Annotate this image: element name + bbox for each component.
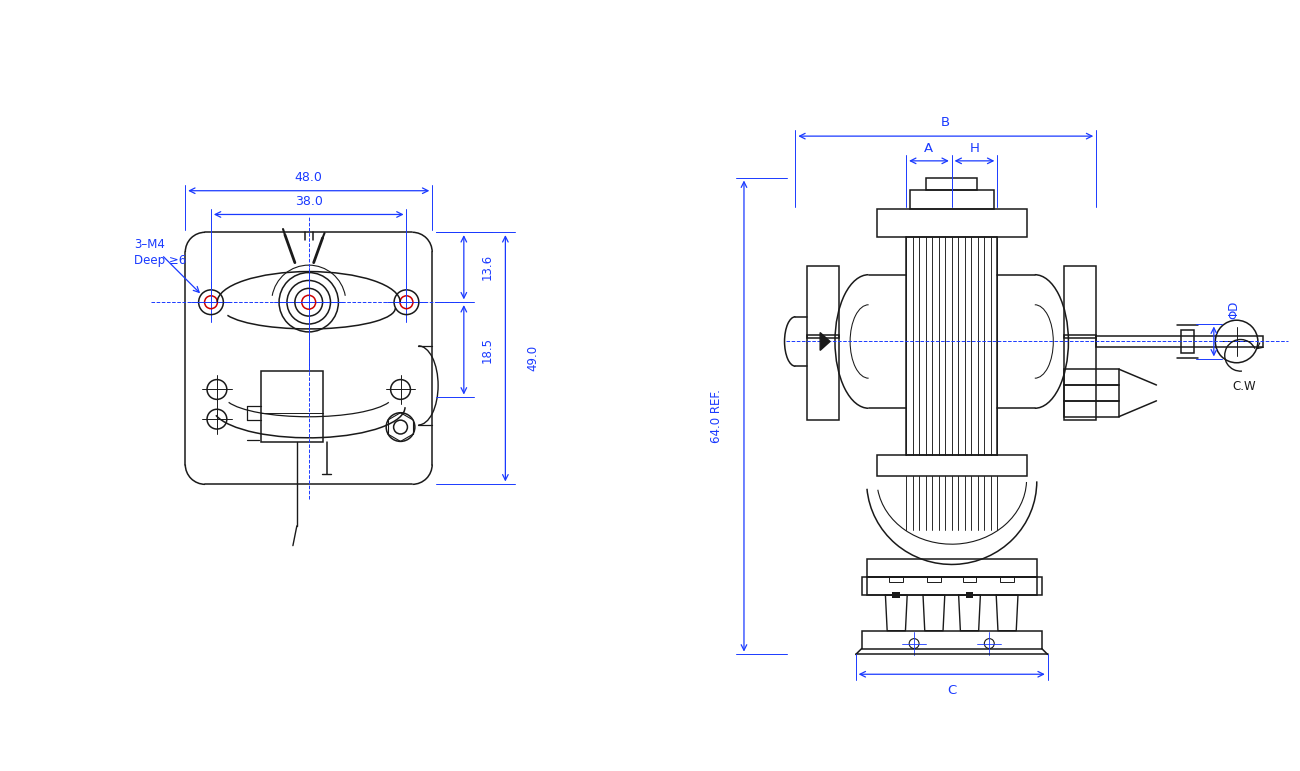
Bar — [867, 577, 1037, 595]
Bar — [1096, 336, 1264, 347]
Bar — [261, 371, 322, 442]
Polygon shape — [885, 595, 907, 631]
Polygon shape — [958, 595, 980, 631]
Text: 18.5: 18.5 — [481, 337, 494, 363]
Bar — [862, 631, 1041, 648]
Bar — [1065, 401, 1119, 416]
Bar — [807, 335, 838, 420]
Bar — [1065, 265, 1096, 338]
Bar — [966, 592, 974, 598]
Polygon shape — [820, 332, 829, 350]
Polygon shape — [996, 595, 1018, 631]
Text: C.W: C.W — [1232, 380, 1256, 393]
Bar — [1000, 577, 1014, 582]
Bar — [1065, 335, 1096, 420]
Text: 38.0: 38.0 — [295, 195, 322, 208]
Text: 48.0: 48.0 — [295, 171, 322, 184]
Text: A: A — [924, 143, 933, 156]
Bar — [867, 560, 1037, 577]
Text: 64.0 REF.: 64.0 REF. — [710, 389, 723, 443]
Polygon shape — [923, 595, 945, 631]
Text: Deep ≥6: Deep ≥6 — [134, 254, 186, 268]
Text: H: H — [970, 143, 979, 156]
Bar — [876, 455, 1027, 476]
Bar — [962, 577, 976, 582]
Bar — [1182, 330, 1195, 353]
Bar — [807, 265, 838, 338]
Text: ΦD: ΦD — [1227, 301, 1240, 319]
Text: 3–M4: 3–M4 — [134, 238, 165, 251]
Text: 49.0: 49.0 — [526, 345, 539, 372]
Bar — [889, 577, 903, 582]
Text: 13.6: 13.6 — [481, 254, 494, 281]
Bar — [927, 577, 941, 582]
Bar — [910, 190, 993, 209]
Text: B: B — [941, 116, 950, 129]
Bar — [892, 592, 901, 598]
Bar — [1065, 385, 1119, 401]
Bar — [1065, 369, 1119, 385]
Bar — [876, 209, 1027, 237]
Bar — [862, 577, 1041, 595]
Text: C: C — [948, 684, 957, 696]
Bar — [926, 177, 978, 190]
